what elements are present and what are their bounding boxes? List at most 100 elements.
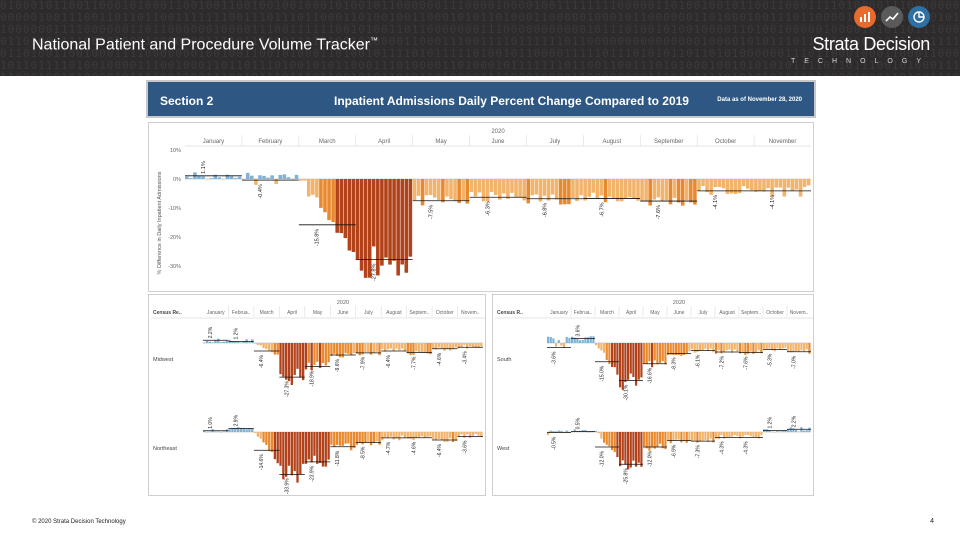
regional-left-northeast-bar	[333, 432, 336, 447]
regional-left-midwest-value-label: -7.9%	[361, 356, 367, 370]
regional-right-month-label: March	[600, 310, 614, 316]
regional-left-midwest-bar	[392, 343, 395, 352]
national-bar	[241, 179, 246, 180]
regional-left-midwest-bar	[327, 343, 330, 363]
regional-right-south-bar	[763, 343, 766, 349]
national-month-label: March	[319, 139, 336, 145]
national-bar	[237, 176, 242, 179]
regional-right-south-bar	[621, 343, 624, 390]
regional-left-northeast-bar	[208, 431, 211, 433]
national-bar	[672, 179, 677, 198]
regional-right-west-bar	[760, 432, 763, 436]
regional-right-south-bar	[571, 336, 574, 343]
regional-right-west-bar	[600, 432, 603, 439]
regional-right-west-bar	[701, 432, 704, 441]
national-bar	[644, 179, 648, 201]
regional-left-midwest-bar	[474, 343, 477, 348]
regional-right-south-bar	[707, 343, 710, 352]
regional-left-midwest-bar	[389, 343, 392, 349]
regional-right-south-bar	[803, 343, 806, 352]
regional-left-midwest-bar	[307, 343, 310, 363]
regional-left-northeast-bar	[347, 432, 350, 444]
regional-left-midwest-bar	[335, 343, 339, 356]
national-bar	[754, 179, 758, 192]
regional-right-west-bar	[635, 432, 638, 467]
regional-right-south-bar	[653, 343, 656, 361]
national-bar	[526, 179, 531, 204]
brand-logo: Strata Decision TECHNOLOGY	[791, 6, 930, 70]
national-value-label: -4.1%	[770, 195, 776, 209]
regional-right-west-bar	[699, 432, 702, 442]
national-bar	[530, 179, 535, 196]
regional-left-northeast-bar	[330, 432, 333, 445]
national-bar	[778, 179, 783, 188]
regional-left-northeast-bar	[256, 432, 260, 437]
regional-right-south-bar	[693, 343, 696, 353]
national-bar	[737, 179, 742, 194]
national-bar	[636, 179, 640, 201]
regional-right-south-bar	[739, 343, 742, 354]
regional-right-west-bar	[672, 432, 675, 441]
regional-right-south-bar	[691, 343, 694, 350]
regional-left-midwest-bar	[273, 343, 277, 355]
regional-left-month-label: June	[338, 310, 349, 316]
regional-right-west-bar	[707, 432, 710, 442]
regional-left-midwest-bar	[321, 343, 325, 363]
regional-left-northeast-bar	[293, 432, 296, 471]
national-bar	[652, 179, 657, 200]
regional-right-south-bar	[744, 343, 747, 355]
regional-right-south-bar	[755, 343, 758, 353]
national-bar	[591, 179, 596, 193]
national-month-label: September	[654, 139, 683, 145]
national-bar	[640, 179, 644, 202]
regional-right-west-bar	[645, 432, 648, 449]
regional-right-south-bar	[677, 343, 680, 356]
regional-right-west-bar	[637, 432, 640, 463]
regional-right-west-bar	[619, 432, 622, 467]
regional-left-northeast-bar	[429, 432, 432, 437]
regional-right-south-bar	[771, 343, 774, 351]
regional-left-northeast-bar	[214, 431, 217, 433]
regional-left-northeast-bar	[310, 432, 313, 463]
regional-left-midwest-bar	[423, 343, 426, 353]
regional-right-south-bar	[669, 343, 672, 355]
national-bar	[567, 179, 571, 205]
national-bar	[603, 179, 608, 203]
national-month-label: June	[491, 139, 505, 145]
regional-left-midwest-bar	[372, 343, 376, 353]
national-bar	[782, 179, 787, 197]
national-bar	[469, 179, 474, 192]
regional-left-midwest-bar	[203, 342, 206, 344]
regional-left-midwest-bar	[338, 343, 342, 358]
national-bar	[680, 179, 685, 206]
data-date-note: Data as of November 28, 2020	[717, 97, 802, 103]
regional-left-midwest-bar	[304, 343, 308, 370]
national-bar	[717, 179, 722, 188]
regional-left-northeast-bar	[219, 431, 223, 433]
regional-right-south-bar	[603, 343, 606, 353]
regional-right-south-bar	[680, 343, 683, 356]
national-bar	[306, 179, 311, 197]
regional-right-south-bar	[683, 343, 686, 355]
regional-left-midwest-bar	[282, 343, 285, 377]
national-bar	[741, 179, 746, 187]
regional-left-northeast-bar	[203, 430, 206, 432]
regional-right-south-bar	[549, 337, 552, 343]
regional-right-south-bar	[592, 336, 595, 343]
regional-right-west-bar	[704, 432, 707, 441]
regional-left-month-label: July	[364, 310, 373, 316]
regional-left-northeast-bar	[381, 432, 384, 441]
regional-left-midwest-bar	[437, 343, 441, 348]
regional-left-midwest-value-label: -6.4%	[259, 354, 265, 368]
regional-right-west-bar	[688, 432, 691, 441]
page-number: 4	[930, 518, 934, 525]
regional-chart-left-svg: 2020 Census Re.. January Februa.. March April…	[151, 300, 485, 494]
regional-left-northeast-bar	[313, 432, 316, 456]
regional-right-south-bar	[752, 343, 755, 354]
regional-right-west-bar	[624, 432, 627, 465]
national-bar	[518, 179, 522, 198]
regional-left-northeast-bar	[417, 432, 421, 438]
regional-right-south-bar	[664, 343, 667, 365]
national-month-label: July	[550, 139, 561, 145]
national-value-label: -7.5%	[429, 205, 435, 219]
